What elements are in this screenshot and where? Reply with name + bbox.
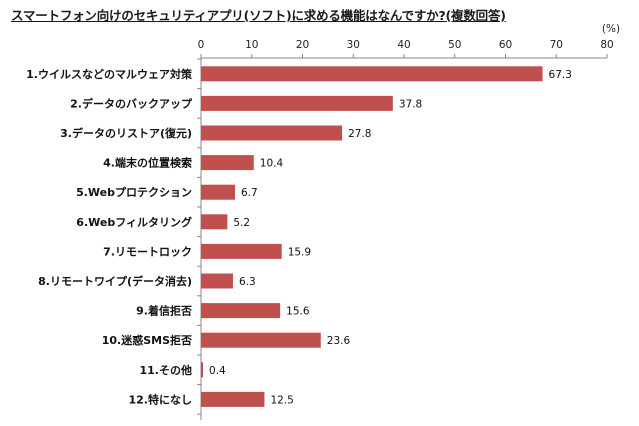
data-label: 5.2 (233, 217, 250, 229)
bar (201, 125, 343, 141)
data-label: 10.4 (260, 158, 284, 170)
category-label: 7.リモートロック (103, 245, 192, 258)
category-label: 3.データのリストア(復元) (60, 126, 192, 140)
data-label: 6.7 (241, 187, 258, 199)
bar (201, 362, 204, 378)
x-tick-label: 20 (296, 39, 309, 51)
data-label: 6.3 (239, 276, 256, 288)
x-tick-label: 10 (245, 39, 258, 51)
bar (201, 391, 265, 407)
x-tick-label: 80 (600, 39, 613, 51)
x-axis-unit-label: (%) (602, 23, 620, 35)
category-label: 5.Webプロテクション (76, 185, 192, 199)
bar (201, 243, 282, 259)
category-label: 9.着信拒否 (136, 304, 192, 318)
data-label: 27.8 (348, 128, 371, 140)
data-label: 23.6 (327, 335, 351, 347)
bar (201, 184, 236, 200)
bar (201, 273, 233, 289)
category-label: 11.その他 (140, 363, 193, 377)
category-label: 2.データのバックアップ (70, 96, 193, 110)
category-label: 12.特になし (129, 392, 193, 406)
x-tick-label: 50 (448, 39, 461, 51)
bar (201, 332, 321, 348)
bar (201, 66, 543, 82)
data-label: 15.6 (286, 306, 310, 318)
x-tick-label: 30 (347, 39, 360, 51)
category-label: 6.Webフィルタリング (76, 215, 192, 229)
x-tick-label: 40 (397, 39, 410, 51)
x-tick-label: 0 (198, 39, 205, 51)
data-label: 0.4 (209, 365, 226, 377)
bar (201, 214, 228, 230)
category-label: 1.ウイルスなどのマルウェア対策 (26, 67, 193, 81)
x-tick-label: 60 (499, 39, 512, 51)
category-label: 8.リモートワイプ(データ消去) (38, 274, 192, 288)
bar (201, 95, 393, 111)
chart-title: スマートフォン向けのセキュリティアプリ(ソフト)に求める機能はなんですか?(複数… (11, 8, 506, 23)
data-label: 67.3 (549, 69, 572, 81)
category-label: 10.迷惑SMS拒否 (102, 333, 192, 347)
bar (201, 303, 281, 319)
category-label: 4.端末の位置検索 (103, 156, 192, 170)
x-tick-label: 70 (550, 39, 563, 51)
data-label: 15.9 (288, 246, 311, 258)
bar (201, 155, 254, 171)
data-label: 37.8 (399, 98, 422, 110)
data-label: 12.5 (270, 394, 293, 406)
